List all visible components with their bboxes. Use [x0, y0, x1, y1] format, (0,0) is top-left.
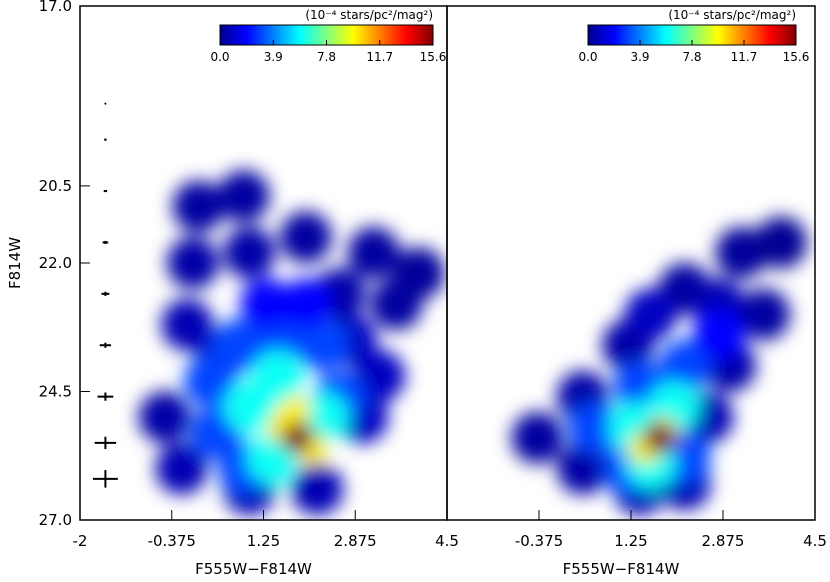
colorbar: 0.0 3.9 7.8 11.7 15.6 (10⁻⁴ stars/pc²/mag²) [578, 8, 809, 64]
colorbar-tick-label: 15.6 [783, 50, 810, 64]
density-cell [556, 442, 609, 495]
density-cell [212, 319, 265, 372]
density-layer [511, 216, 808, 516]
density-cell [279, 278, 332, 331]
density-cell [658, 339, 711, 392]
density-cell [568, 401, 621, 454]
colorbar-tick-label: 7.8 [317, 50, 336, 64]
density-cell [240, 278, 293, 331]
density-cell [278, 396, 311, 429]
density-cell [166, 237, 219, 289]
density-layer [138, 170, 445, 516]
density-cell [624, 288, 677, 341]
colorbar-tick-label: 0.0 [210, 50, 229, 64]
density-cell [643, 421, 676, 454]
density-cell [279, 211, 332, 264]
colorbar: 0.0 3.9 7.8 11.7 15.6 (10⁻⁴ stars/pc²/mag²) [210, 8, 446, 64]
density-cell [281, 421, 314, 454]
colorbar-tick-label: 15.6 [420, 50, 447, 64]
density-cell [392, 247, 445, 300]
x-tick-label: 1.25 [247, 532, 280, 550]
x-axis-label: F555W−F814W [195, 560, 312, 578]
density-cell [155, 442, 208, 495]
density-cell [172, 180, 225, 233]
density-cell [161, 298, 214, 351]
x-axis-label: F555W−F814W [563, 560, 680, 578]
x-tick-label: -2 [73, 532, 88, 550]
density-cell [217, 170, 270, 223]
x-tick-label: 4.5 [435, 532, 459, 550]
colorbar-tick-label: 3.9 [630, 50, 649, 64]
density-cell [223, 226, 276, 279]
y-axis-label: F814W [6, 237, 24, 289]
x-tick-label: 1.25 [614, 532, 647, 550]
density-cell [296, 319, 349, 372]
density-cell [347, 226, 400, 279]
colorbar-tick-label: 0.0 [578, 50, 597, 64]
density-cell [183, 355, 236, 408]
density-cell [692, 308, 745, 361]
colorbar-tick-label: 3.9 [264, 50, 283, 64]
density-cell [138, 391, 191, 444]
colorbar-label: (10⁻⁴ stars/pc²/mag²) [305, 8, 433, 22]
x-tick-label: 2.875 [702, 532, 745, 550]
density-cell [511, 411, 564, 464]
y-tick-label: 20.5 [39, 177, 72, 195]
density-cell [738, 288, 791, 341]
density-cell [353, 350, 406, 403]
y-tick-label: 17.0 [39, 0, 72, 15]
x-tick-label: 4.5 [803, 532, 827, 550]
density-cell [755, 216, 808, 269]
y-tick-label: 27.0 [39, 511, 72, 529]
x-tick-label: 2.875 [334, 532, 377, 550]
colorbar-tick-label: 11.7 [366, 50, 393, 64]
x-tick-label: -0.375 [515, 532, 563, 550]
y-tick-label: 22.0 [39, 254, 72, 272]
colorbar-tick-label: 7.8 [682, 50, 701, 64]
y-tick-label: 24.5 [39, 383, 72, 401]
colorbar-label: (10⁻⁴ stars/pc²/mag²) [668, 8, 796, 22]
density-cell [715, 226, 768, 279]
density-cell [251, 350, 304, 403]
density-cell [291, 463, 344, 516]
colorbar-tick-label: 11.7 [731, 50, 758, 64]
x-tick-label: -0.375 [148, 532, 196, 550]
